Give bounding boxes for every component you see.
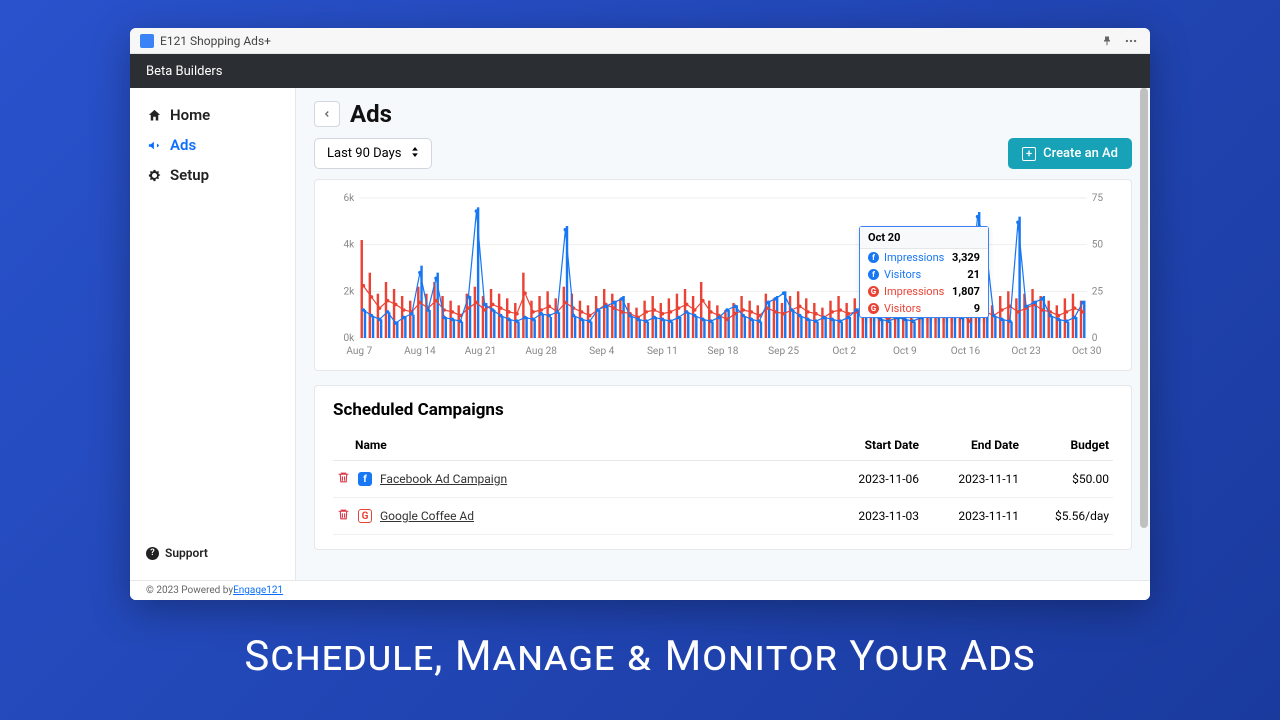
caret-icon [411,147,419,160]
table-row: f Facebook Ad Campaign 2023-11-06 2023-1… [333,461,1113,498]
svg-text:Sep 11: Sep 11 [647,346,678,357]
tooltip-value: 1,807 [952,285,980,298]
chart-tooltip: Oct 20 f Impressions 3,329 f Visitors 21 G Impr… [859,226,989,318]
campaigns-table: Name Start Date End Date Budget f Facebo… [333,430,1113,535]
main-content: Ads Last 90 Days + Create an Ad 0k 2k 4k 6k… [296,88,1150,580]
start-date: 2023-11-03 [823,498,923,535]
svg-text:Oct 30: Oct 30 [1072,346,1102,357]
question-icon: ? [146,547,159,560]
app-window: E121 Shopping Ads+ Beta Builders Home Ad… [130,28,1150,600]
create-label: Create an Ad [1043,146,1118,161]
tooltip-value: 9 [974,302,980,315]
app-logo-icon [140,34,154,48]
date-range-select[interactable]: Last 90 Days [314,138,432,169]
window-title: E121 Shopping Ads+ [160,34,271,48]
footer-link[interactable]: Engage121 [233,585,283,596]
col-budget: Budget [1023,430,1113,461]
svg-text:Oct 9: Oct 9 [893,346,917,357]
svg-text:Sep 4: Sep 4 [589,346,615,357]
org-name: Beta Builders [146,64,222,79]
chart-card: 0k 2k 4k 6k 0 25 50 75 Aug 7 Aug 14 Aug 21 Aug 28 Se… [314,179,1132,371]
svg-text:Oct 16: Oct 16 [951,346,981,357]
svg-text:Aug 7: Aug 7 [346,346,372,357]
sidebar-item-label: Ads [170,136,196,154]
range-label: Last 90 Days [327,146,401,161]
table-row: G Google Coffee Ad 2023-11-03 2023-11-11… [333,498,1113,535]
col-start: Start Date [823,430,923,461]
scrollbar[interactable] [1140,88,1148,588]
titlebar: E121 Shopping Ads+ [130,28,1150,54]
delete-icon[interactable] [337,471,350,487]
create-ad-button[interactable]: + Create an Ad [1008,138,1132,169]
col-name: Name [333,430,823,461]
budget: $50.00 [1023,461,1113,498]
sidebar-item-label: Setup [170,166,209,184]
svg-text:25: 25 [1092,286,1104,297]
budget: $5.56/day [1023,498,1113,535]
home-icon [146,107,162,123]
sidebar-item-setup[interactable]: Setup [130,160,295,190]
sidebar: Home Ads Setup ? Support [130,88,296,580]
svg-text:50: 50 [1092,240,1104,251]
sidebar-item-ads[interactable]: Ads [130,130,295,160]
fb-icon: f [868,269,879,280]
google-icon: G [868,303,879,314]
col-end: End Date [923,430,1023,461]
performance-chart: 0k 2k 4k 6k 0 25 50 75 Aug 7 Aug 14 Aug 21 Aug 28 Se… [329,190,1117,360]
page-title: Ads [350,100,392,128]
campaigns-card: Scheduled Campaigns Name Start Date End … [314,385,1132,550]
tooltip-metric: Impressions [884,285,947,298]
back-button[interactable] [314,101,340,127]
google-icon: G [868,286,879,297]
marketing-tagline: Schedule, Manage & Monitor Your Ads [244,632,1035,681]
tooltip-metric: Impressions [884,251,947,264]
svg-text:Oct 23: Oct 23 [1011,346,1040,357]
fb-icon: f [868,252,879,263]
support-label: Support [165,546,208,560]
svg-text:6k: 6k [343,193,355,204]
campaigns-title: Scheduled Campaigns [333,400,1113,420]
svg-text:Aug 14: Aug 14 [404,346,436,357]
gear-icon [146,167,162,183]
sidebar-item-home[interactable]: Home [130,100,295,130]
svg-text:4k: 4k [343,240,355,251]
delete-icon[interactable] [337,508,350,524]
svg-text:Sep 18: Sep 18 [708,346,739,357]
sidebar-item-label: Home [170,106,210,124]
svg-text:0: 0 [1092,333,1098,344]
tooltip-date: Oct 20 [860,227,988,249]
campaign-link[interactable]: Google Coffee Ad [380,509,474,523]
copyright: © 2023 Powered by [146,585,233,596]
footer: © 2023 Powered by Engage121 [130,580,1150,600]
tooltip-value: 21 [967,268,980,281]
tooltip-value: 3,329 [952,251,980,264]
svg-text:2k: 2k [343,286,355,297]
svg-text:0k: 0k [343,333,355,344]
google-icon: G [358,509,372,523]
campaign-link[interactable]: Facebook Ad Campaign [380,472,507,486]
megaphone-icon [146,137,162,153]
end-date: 2023-11-11 [923,498,1023,535]
end-date: 2023-11-11 [923,461,1023,498]
svg-text:Aug 21: Aug 21 [465,346,497,357]
fb-icon: f [358,472,372,486]
tooltip-metric: Visitors [884,302,969,315]
svg-text:Aug 28: Aug 28 [525,346,557,357]
svg-text:Sep 25: Sep 25 [768,346,799,357]
support-link[interactable]: ? Support [130,538,295,568]
svg-text:75: 75 [1092,193,1104,204]
org-bar: Beta Builders [130,54,1150,88]
start-date: 2023-11-06 [823,461,923,498]
plus-icon: + [1022,147,1036,161]
pin-icon[interactable] [1098,32,1116,50]
svg-text:Oct 2: Oct 2 [832,346,856,357]
tooltip-metric: Visitors [884,268,962,281]
more-icon[interactable] [1122,32,1140,50]
